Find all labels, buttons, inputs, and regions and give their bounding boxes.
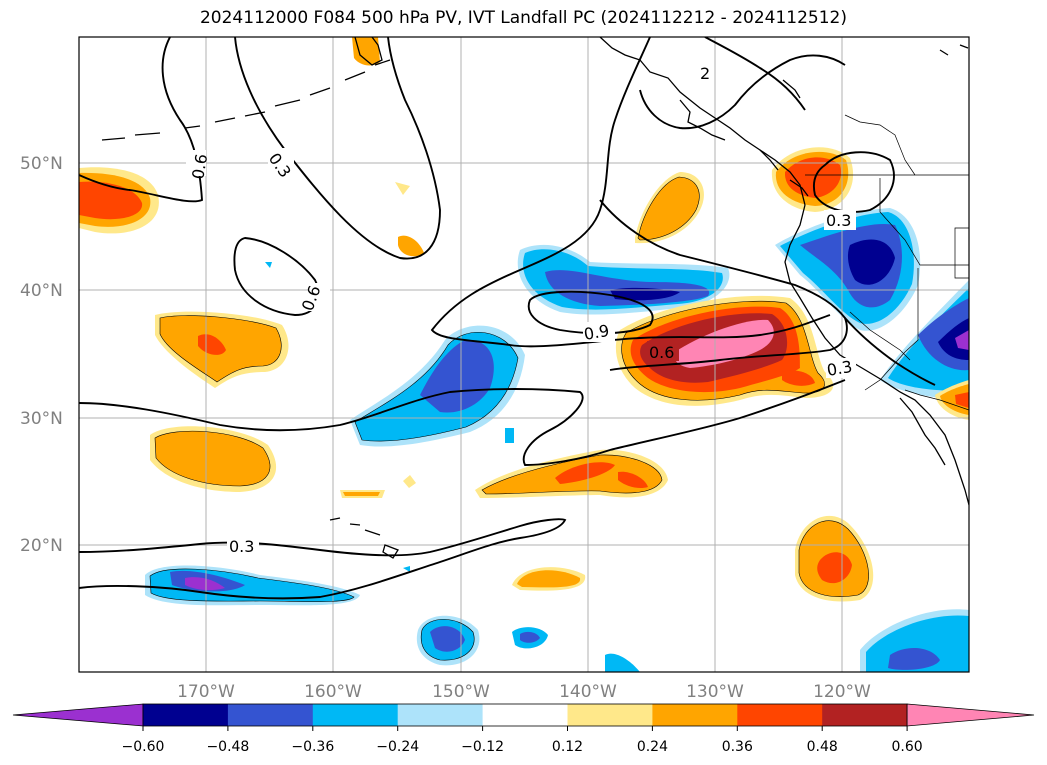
colorbar-tick-label: −0.12 <box>461 739 504 755</box>
lat-label: 20°N <box>20 536 63 556</box>
contour-label: 0.6 <box>188 152 211 180</box>
contour-label: 0.9 <box>582 321 610 344</box>
colorbar-extend-min <box>12 703 144 727</box>
ivt-outline-contours <box>149 176 869 661</box>
lat-label: 30°N <box>20 409 63 429</box>
small-negative-patch <box>520 631 540 643</box>
colorbar-tick-label: −0.48 <box>206 739 249 755</box>
latitude-labels: 50°N 40°N 30°N 20°N <box>20 154 63 556</box>
colorbar-tick-label: 0.36 <box>722 739 753 755</box>
colorbar-ticks: −0.60 −0.48 −0.36 −0.24 −0.12 0.12 0.24 0.36 0.4… <box>122 726 923 755</box>
negative-anomaly-140w-40n <box>517 244 730 315</box>
colorbar-segment <box>312 704 399 726</box>
colorbar <box>12 703 1035 727</box>
colorbar-segment <box>227 704 314 726</box>
contour-label: 2 <box>700 64 710 83</box>
small-positive-patch <box>352 37 380 66</box>
longitude-labels: 170°W 160°W 150°W 140°W 130°W 120°W <box>177 682 871 702</box>
small-negative-patch <box>265 262 272 268</box>
colorbar-tick-label: −0.24 <box>376 739 419 755</box>
contour-label: 0.3 <box>825 357 853 380</box>
lon-label: 170°W <box>177 682 235 702</box>
negative-anomaly-120w-43n <box>775 208 921 331</box>
colorbar-segment <box>397 704 484 726</box>
plot-frame <box>78 36 970 673</box>
colorbar-tick-label: 0.12 <box>552 739 583 755</box>
map-title: 2024112000 F084 500 hPa PV, IVT Landfall… <box>199 8 847 28</box>
colorbar-tick-label: 0.24 <box>637 739 668 755</box>
colorbar-outline <box>142 703 908 727</box>
lon-label: 140°W <box>559 682 617 702</box>
gridlines <box>79 37 969 672</box>
small-positive-patch <box>398 235 424 257</box>
small-positive-patch <box>395 182 410 195</box>
lon-label: 120°W <box>813 682 871 702</box>
lon-label: 130°W <box>686 682 744 702</box>
colorbar-segment <box>482 704 568 726</box>
positive-anomaly-168w-37n <box>155 311 289 388</box>
small-negative-patch <box>403 566 410 572</box>
colorbar-segment <box>143 704 229 726</box>
coastlines <box>101 37 969 559</box>
negative-anomaly-150w-33n <box>350 325 525 447</box>
lon-label: 150°W <box>432 682 490 702</box>
colorbar-extend-max <box>906 703 1035 727</box>
positive-anomaly-121w-19n <box>795 515 874 602</box>
small-positive-patch <box>517 570 581 588</box>
political-borders <box>805 114 969 411</box>
colorbar-tick-label: −0.36 <box>291 739 334 755</box>
negative-anomaly-165w-17n <box>145 565 360 606</box>
negative-anomaly-117w-12n <box>860 609 969 672</box>
lat-label: 40°N <box>20 281 63 301</box>
colorbar-tick-label: 0.60 <box>892 739 923 755</box>
colorbar-tick-label: −0.60 <box>122 739 165 755</box>
negative-anomaly-east-edge <box>880 280 969 400</box>
colorbar-segment <box>567 704 653 726</box>
colorbar-tick-label: 0.48 <box>807 739 838 755</box>
contour-label: 0.3 <box>826 211 851 230</box>
positive-anomaly-139w-25n <box>475 449 668 498</box>
colorbar-segment <box>737 704 823 726</box>
lat-label: 50°N <box>20 154 63 174</box>
small-negative-patch <box>605 653 640 672</box>
small-negative-patch <box>505 428 514 443</box>
contour-label: 0.6 <box>649 343 674 362</box>
pv-contours <box>79 37 936 600</box>
small-positive-patch <box>343 492 380 496</box>
small-positive-patch <box>403 475 416 488</box>
lon-label: 160°W <box>304 682 362 702</box>
colorbar-segment <box>652 704 738 726</box>
colorbar-segment <box>822 704 908 726</box>
contour-label: 0.3 <box>229 537 254 556</box>
